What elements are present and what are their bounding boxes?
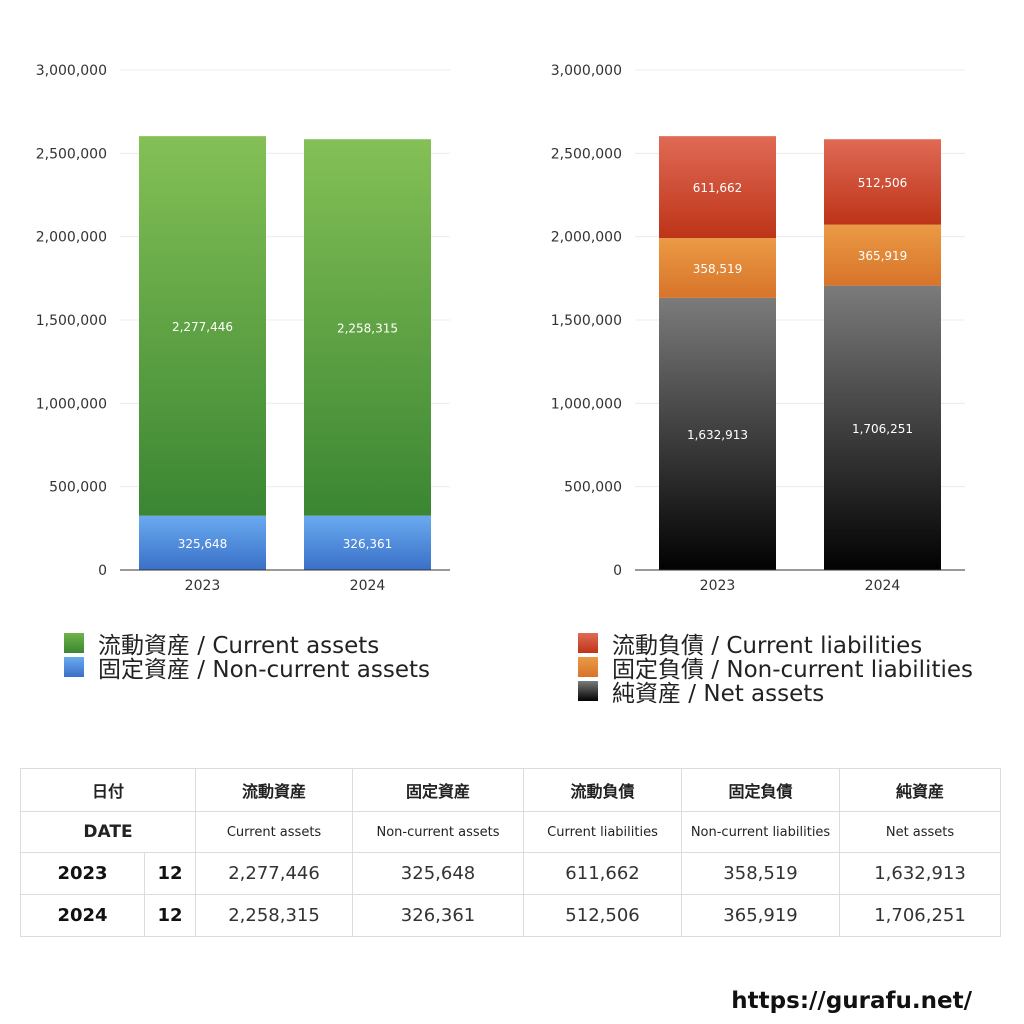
data-label: 1,632,913: [687, 428, 748, 442]
header-non-current-liabilities-jp: 固定負債: [681, 768, 841, 812]
cell-net-assets: 1,632,913: [839, 852, 1002, 895]
bar-segment: [139, 136, 266, 516]
legend-swatch: [64, 657, 84, 677]
bar-segment: [824, 224, 941, 286]
bar-segment: [659, 238, 776, 298]
data-label: 365,919: [858, 249, 908, 263]
data-label: 358,519: [693, 262, 743, 276]
y-tick-label: 2,500,000: [36, 146, 107, 162]
assets-chart: 0 500,000 1,000,000 1,500,000 2,000,000 2,500…: [36, 63, 450, 594]
legend-swatch: [64, 633, 84, 653]
table-header-row: 日付 流動資産 固定資産 流動負債 固定負債 純資産: [19, 768, 1002, 812]
legend-item-net-assets: 純資産 / Net assets: [578, 679, 973, 707]
legend-item-current-liabilities: 流動負債 / Current liabilities: [578, 631, 973, 659]
data-label: 325,648: [178, 537, 228, 551]
legend-label: 固定資産 / Non-current assets: [98, 657, 431, 683]
data-label: 611,662: [693, 181, 743, 195]
legend-item-non-current-assets: 固定資産 / Non-current assets: [64, 655, 430, 683]
cell-net-assets: 1,706,251: [839, 894, 1002, 937]
cell-non-current-liabilities: 365,919: [681, 894, 841, 937]
legend-item-current-assets: 流動資産 / Current assets: [64, 631, 430, 659]
site-url[interactable]: https://gurafu.net/: [731, 988, 972, 1014]
cell-current-assets: 2,277,446: [195, 852, 354, 895]
y-tick-label: 500,000: [564, 480, 622, 496]
balance-sheet-table: 日付 流動資産 固定資産 流動負債 固定負債 純資産 DATE Current …: [19, 768, 1002, 937]
cell-current-assets: 2,258,315: [195, 894, 354, 937]
cell-current-liabilities: 512,506: [523, 894, 683, 937]
legend-label: 流動資産 / Current assets: [98, 633, 380, 659]
x-tick-label: 2024: [350, 578, 386, 594]
bar-segment: [824, 139, 941, 225]
bar-segment: [139, 515, 266, 570]
legend-swatch: [578, 681, 598, 701]
liabilities-netassets-chart: 0 500,000 1,000,000 1,500,000 2,000,000 2,500…: [551, 63, 965, 594]
data-label: 326,361: [343, 537, 393, 551]
y-tick-label: 2,000,000: [36, 230, 107, 246]
y-tick-label: 500,000: [49, 480, 107, 496]
cell-non-current-assets: 325,648: [352, 852, 525, 895]
y-tick-label: 1,500,000: [551, 313, 622, 329]
y-tick-label: 3,000,000: [36, 63, 107, 79]
table-row: 2023 12 2,277,446 325,648 611,662 358,51…: [20, 852, 1002, 895]
bar-segment: [304, 515, 431, 570]
header-current-liabilities-jp: 流動負債: [523, 768, 683, 812]
bar-segment: [659, 136, 776, 239]
y-tick-label: 1,500,000: [36, 313, 107, 329]
data-label: 512,506: [858, 176, 908, 190]
header-non-current-assets-en: Non-current assets: [352, 811, 525, 853]
row-year: 2023: [20, 852, 145, 895]
y-tick-label: 3,000,000: [551, 63, 622, 79]
row-month: 12: [143, 852, 197, 895]
assets-legend: 流動資産 / Current assets 固定資産 / Non-current…: [64, 631, 430, 683]
legend-swatch: [578, 657, 598, 677]
header-current-liabilities-en: Current liabilities: [523, 811, 683, 853]
table-row: 2024 12 2,258,315 326,361 512,506 365,91…: [20, 894, 1002, 937]
data-label: 1,706,251: [852, 422, 913, 436]
row-year: 2024: [20, 894, 145, 937]
y-tick-label: 0: [613, 563, 622, 579]
legend-label: 固定負債 / Non-current liabilities: [612, 657, 973, 683]
header-current-assets-en: Current assets: [195, 811, 354, 853]
y-tick-label: 1,000,000: [551, 396, 622, 412]
data-label: 2,258,315: [337, 321, 398, 335]
y-tick-label: 2,000,000: [551, 230, 622, 246]
y-tick-label: 1,000,000: [36, 396, 107, 412]
header-non-current-assets-jp: 固定資産: [352, 768, 525, 812]
header-net-assets-en: Net assets: [839, 811, 1002, 853]
header-date-jp: 日付: [19, 768, 197, 812]
cell-non-current-assets: 326,361: [352, 894, 525, 937]
data-label: 2,277,446: [172, 320, 233, 334]
bar-segment: [659, 297, 776, 570]
x-tick-label: 2024: [865, 578, 901, 594]
legend-label: 流動負債 / Current liabilities: [612, 633, 923, 659]
x-tick-label: 2023: [185, 578, 221, 594]
x-tick-label: 2023: [700, 578, 736, 594]
bar-segment: [824, 285, 941, 570]
legend-swatch: [578, 633, 598, 653]
liabilities-legend: 流動負債 / Current liabilities 固定負債 / Non-cu…: [578, 631, 973, 707]
header-non-current-liabilities-en: Non-current liabilities: [681, 811, 841, 853]
cell-current-liabilities: 611,662: [523, 852, 683, 895]
cell-non-current-liabilities: 358,519: [681, 852, 841, 895]
row-month: 12: [143, 894, 197, 937]
balance-sheet-charts: 0 500,000 1,000,000 1,500,000 2,000,000 2,500…: [36, 63, 965, 594]
table-subheader-row: DATE Current assets Non-current assets C…: [19, 811, 1002, 853]
y-tick-label: 2,500,000: [551, 146, 622, 162]
bar-segment: [304, 139, 431, 516]
header-current-assets-jp: 流動資産: [195, 768, 354, 812]
header-date-en: DATE: [19, 811, 197, 853]
legend-item-non-current-liabilities: 固定負債 / Non-current liabilities: [578, 655, 973, 683]
y-tick-label: 0: [98, 563, 107, 579]
header-net-assets-jp: 純資産: [839, 768, 1002, 812]
legend-label: 純資産 / Net assets: [612, 681, 825, 707]
